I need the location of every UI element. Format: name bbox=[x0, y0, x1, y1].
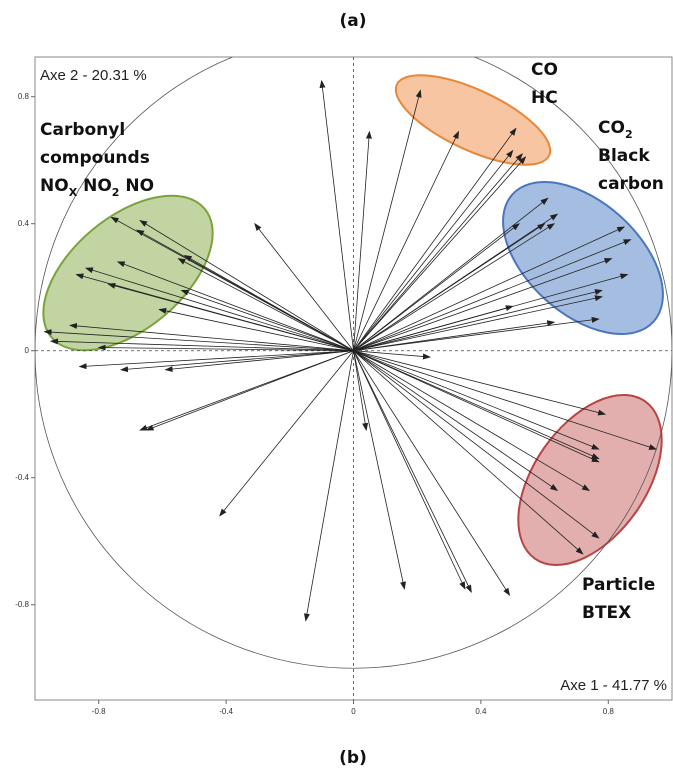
group-label: Particle bbox=[582, 575, 655, 595]
loading-arrow bbox=[353, 350, 591, 491]
label-text: BTEX bbox=[582, 603, 631, 623]
group-label: HC bbox=[531, 88, 558, 108]
loading-arrow bbox=[353, 223, 520, 352]
loading-arrow bbox=[353, 350, 658, 450]
correlation-circle bbox=[35, 57, 672, 669]
label-text: NO bbox=[40, 176, 69, 196]
group-label: CO2 bbox=[598, 118, 633, 141]
loading-arrow bbox=[353, 305, 514, 352]
loading-arrow bbox=[180, 289, 354, 352]
loading-arrow bbox=[119, 350, 354, 373]
loading-arrow bbox=[69, 322, 354, 352]
loading-arrow bbox=[353, 350, 600, 450]
subscript: X bbox=[69, 186, 78, 199]
group-label: CO bbox=[531, 60, 558, 80]
loading-arrow bbox=[353, 350, 600, 539]
group-ellipse bbox=[42, 194, 214, 352]
group-label: Black bbox=[598, 146, 650, 166]
y-tick-label: 0.4 bbox=[18, 219, 30, 228]
loading-arrow bbox=[353, 295, 603, 352]
loading-arrow bbox=[353, 156, 527, 351]
loading-arrow bbox=[353, 316, 600, 352]
label-text: NO bbox=[119, 176, 154, 196]
label-text: Particle bbox=[582, 575, 655, 595]
loading-arrow bbox=[164, 350, 354, 373]
group-label: BTEX bbox=[582, 603, 631, 623]
label-text: HC bbox=[531, 88, 558, 108]
loading-arrow bbox=[254, 222, 354, 351]
x-tick-label: 0.4 bbox=[475, 707, 487, 716]
loading-arrow bbox=[85, 267, 354, 352]
y-axis-label: Axe 2 - 20.31 % bbox=[40, 67, 147, 84]
loading-arrow bbox=[78, 350, 354, 370]
loading-arrow bbox=[353, 226, 626, 352]
group-ellipse bbox=[394, 74, 552, 166]
y-tick-label: 0 bbox=[25, 346, 30, 355]
group-label: compounds bbox=[40, 148, 150, 168]
loading-arrow bbox=[97, 344, 354, 352]
loading-arrow bbox=[177, 258, 354, 352]
loading-arrow bbox=[116, 261, 354, 352]
loading-arrow bbox=[353, 289, 603, 352]
y-tick-label: 0.8 bbox=[18, 92, 30, 101]
label-text: carbon bbox=[598, 174, 664, 194]
y-tick-label: -0.8 bbox=[15, 600, 29, 609]
x-tick-label: -0.4 bbox=[219, 707, 233, 716]
loading-arrow bbox=[353, 223, 555, 352]
loading-arrow bbox=[353, 350, 600, 463]
loading-arrow bbox=[353, 350, 607, 416]
loading-arrow bbox=[319, 79, 354, 351]
loading-arrow bbox=[353, 223, 546, 352]
loading-arrow bbox=[353, 89, 422, 351]
plot-area bbox=[35, 57, 672, 700]
label-text: Carbonyl bbox=[40, 120, 125, 140]
loading-arrow bbox=[303, 350, 354, 622]
loading-arrow bbox=[107, 282, 354, 352]
loading-arrow bbox=[353, 350, 431, 360]
x-tick-label: 0.8 bbox=[603, 707, 615, 716]
loading-arrow bbox=[353, 127, 517, 351]
subscript: 2 bbox=[625, 128, 633, 141]
loading-arrow bbox=[43, 329, 354, 352]
group-label: carbon bbox=[598, 174, 664, 194]
label-text: compounds bbox=[40, 148, 150, 168]
loading-arrow bbox=[353, 350, 472, 593]
loading-arrow bbox=[353, 350, 511, 597]
loading-arrow bbox=[353, 239, 632, 352]
group-ellipse bbox=[502, 181, 664, 335]
loading-arrow bbox=[353, 130, 460, 351]
group-ellipse bbox=[517, 394, 663, 566]
loading-arrow bbox=[139, 220, 354, 352]
loading-arrow bbox=[353, 149, 514, 351]
loading-arrow bbox=[353, 350, 406, 590]
x-tick-label: -0.8 bbox=[92, 707, 106, 716]
loading-arrow bbox=[353, 350, 559, 491]
label-text: CO bbox=[531, 60, 558, 80]
group-label: Carbonyl bbox=[40, 120, 125, 140]
y-tick-label: -0.4 bbox=[15, 473, 29, 482]
loading-arrow bbox=[183, 254, 354, 352]
loading-arrow bbox=[158, 307, 354, 352]
group-label: NOX NO2 NO bbox=[40, 176, 154, 199]
loading-arrow bbox=[353, 350, 600, 460]
loading-arrow bbox=[353, 258, 613, 352]
label-text: Black bbox=[598, 146, 650, 166]
loading-arrow bbox=[353, 320, 556, 352]
loading-arrow bbox=[145, 350, 354, 431]
loading-arrow bbox=[353, 350, 369, 432]
caption-b: (b) bbox=[339, 748, 367, 768]
loading-arrow bbox=[353, 130, 372, 351]
loading-arrow bbox=[353, 350, 584, 555]
x-tick-label: 0 bbox=[351, 707, 356, 716]
loading-arrow bbox=[219, 350, 354, 517]
loading-arrow bbox=[49, 338, 354, 352]
label-text: NO bbox=[77, 176, 112, 196]
label-text: CO bbox=[598, 118, 625, 138]
loading-arrow bbox=[353, 153, 523, 351]
x-axis-label: Axe 1 - 41.77 % bbox=[560, 677, 667, 694]
loading-arrow bbox=[353, 350, 466, 590]
subscript: 2 bbox=[112, 186, 120, 199]
caption-a: (a) bbox=[339, 11, 366, 31]
